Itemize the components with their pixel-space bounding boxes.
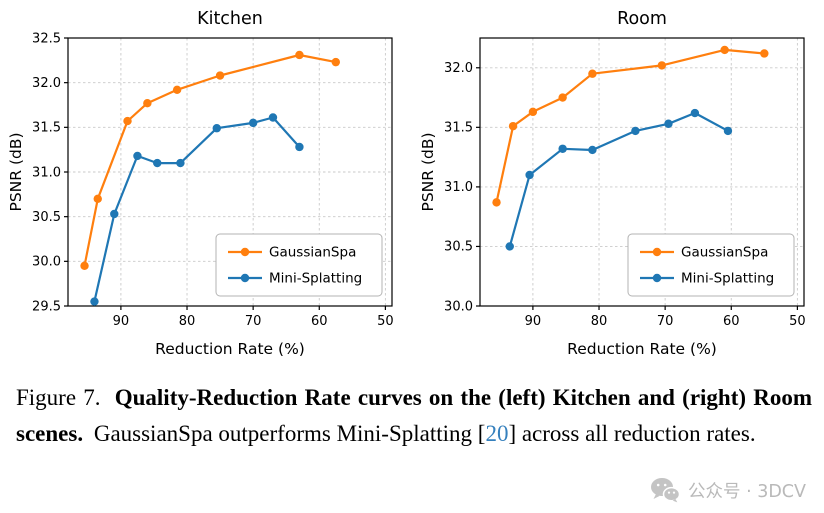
x-axis-label: Reduction Rate (%): [155, 340, 305, 358]
mini-splatting-marker: [176, 158, 185, 168]
gaussianspa-marker: [588, 69, 597, 78]
y-tick-label: 30.5: [32, 210, 61, 225]
y-tick-label: 32.5: [32, 31, 61, 46]
legend-label: Mini-Splatting: [269, 271, 362, 287]
series-mini-splatting: [90, 113, 304, 306]
mini-splatting-marker: [295, 142, 304, 152]
legend-marker-sample: [240, 273, 250, 283]
mini-splatting-marker: [664, 119, 673, 128]
chart-kitchen: 90 80 70 60 50 29.5 30.0 30.5 31.0 31.5 32.0 32.5 Ki…: [8, 9, 394, 358]
y-tick-label: 32.0: [32, 76, 61, 91]
mini-splatting-marker: [631, 126, 640, 136]
mini-splatting-marker: [525, 170, 534, 180]
y-tick-label: 30.5: [444, 240, 473, 255]
mini-splatting-marker: [110, 209, 119, 219]
legend-box: [627, 233, 795, 297]
chart-title: Room: [617, 9, 667, 29]
x-tick-label: 90: [113, 314, 130, 329]
x-tick-label: 70: [657, 314, 674, 329]
watermark-text: 公众号 · 3DCV: [688, 481, 806, 502]
gaussianspa-marker: [215, 71, 225, 80]
y-axis-label: PSNR (dB): [8, 132, 25, 211]
x-tick-label: 90: [525, 314, 542, 329]
mini-splatting-marker: [690, 108, 700, 118]
series-gaussianspa: [80, 50, 340, 270]
legend-marker-sample: [240, 247, 250, 257]
mini-splatting-marker: [588, 145, 597, 155]
y-tick-label: 29.5: [32, 299, 61, 314]
watermark: 公众号 · 3DCV: [650, 477, 806, 503]
figure-panel: 90 80 70 60 50 29.5 30.0 30.5 31.0 31.5 32.0 32.5 Ki…: [8, 9, 812, 503]
gaussianspa-marker: [720, 45, 729, 55]
plot-frame: [479, 37, 805, 307]
y-tick-label: 31.5: [32, 121, 61, 136]
citation-20-link[interactable]: 20: [485, 420, 509, 446]
x-tick-label: 70: [245, 314, 262, 329]
y-tick-label: 30.0: [32, 255, 61, 270]
caption-figure-label: Figure 7.: [16, 385, 101, 410]
x-tick-label: 50: [789, 314, 806, 329]
y-tick-label: 31.5: [444, 121, 473, 136]
legend-marker-sample: [652, 273, 662, 283]
legend: GaussianSpa Mini-Splatting: [627, 233, 795, 297]
x-axis-label: Reduction Rate (%): [567, 340, 717, 358]
gaussianspa-marker: [492, 198, 501, 207]
caption-body-text-2: ] across all reduction rates.: [508, 420, 756, 446]
gaussianspa-marker: [760, 49, 769, 58]
legend: GaussianSpa Mini-Splatting: [215, 233, 383, 297]
x-tick-label: 60: [723, 314, 740, 329]
y-tick-label: 31.0: [444, 180, 473, 195]
wechat-logo-icon: [651, 478, 680, 503]
mini-splatting-marker: [133, 151, 142, 161]
gaussianspa-marker: [143, 99, 152, 108]
gaussianspa-marker: [172, 85, 182, 95]
legend-marker-sample: [652, 247, 662, 257]
y-tick-label: 32.0: [444, 61, 473, 76]
legend-label: Mini-Splatting: [681, 271, 774, 287]
mini-splatting-marker: [153, 158, 162, 168]
legend-box: [215, 233, 383, 297]
mini-splatting-marker: [212, 124, 221, 133]
series-mini-splatting: [505, 108, 733, 251]
mini-splatting-marker: [723, 126, 733, 136]
x-tick-label: 50: [377, 314, 394, 329]
mini-splatting-marker: [90, 297, 99, 306]
mini-splatting-marker: [248, 118, 258, 128]
series-gaussianspa: [492, 45, 769, 207]
gaussianspa-line: [495, 48, 765, 203]
gaussianspa-marker: [558, 93, 567, 102]
gaussianspa-marker: [295, 50, 304, 60]
gaussianspa-line: [83, 53, 337, 267]
charts-row: 90 80 70 60 50 29.5 30.0 30.5 31.0 31.5 32.0 32.5 Ki…: [8, 9, 806, 358]
gaussianspa-marker: [657, 61, 667, 70]
mini-splatting-line: [508, 111, 729, 247]
legend-label: GaussianSpa: [681, 245, 768, 261]
figure-caption: Figure 7. Quality-Reduction Rate curves …: [16, 380, 812, 451]
mini-splatting-marker: [505, 242, 514, 251]
x-tick-label: 60: [311, 314, 328, 329]
mini-splatting-marker: [558, 144, 567, 153]
caption-bold-text: Quality-Reduction Rate curves on the (le…: [16, 385, 813, 446]
legend-label: GaussianSpa: [269, 245, 356, 261]
gaussianspa-marker: [528, 107, 538, 117]
mini-splatting-marker: [268, 113, 278, 122]
gaussianspa-marker: [123, 116, 132, 126]
y-tick-label: 31.0: [32, 165, 61, 180]
kitchen-plot: 90 80 70 60 50 29.5 30.0 30.5 31.0 31.5 32.0 32.5 Ki…: [8, 9, 394, 358]
x-tick-label: 80: [591, 314, 608, 329]
x-tick-label: 80: [179, 314, 196, 329]
gaussianspa-marker: [80, 261, 89, 270]
gaussianspa-marker: [331, 57, 340, 67]
gaussianspa-marker: [508, 121, 518, 131]
gaussianspa-marker: [93, 194, 102, 203]
y-tick-label: 30.0: [444, 299, 473, 314]
chart-title: Kitchen: [197, 9, 263, 29]
y-axis-label: PSNR (dB): [420, 132, 437, 211]
chart-room: 90 80 70 60 50 30.0 30.5 31.0 31.5 32.0 Room Reduct…: [420, 9, 806, 358]
caption-body-text: GaussianSpa outperforms Mini-Splatting [: [93, 420, 486, 446]
room-plot: 90 80 70 60 50 30.0 30.5 31.0 31.5 32.0 Room Reduct…: [420, 9, 806, 358]
